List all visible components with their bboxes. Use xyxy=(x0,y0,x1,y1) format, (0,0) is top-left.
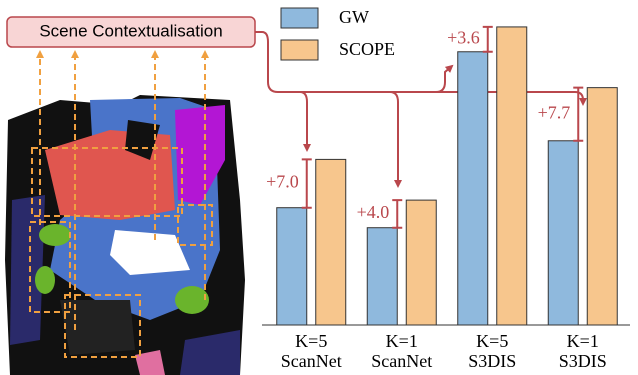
legend-label: GW xyxy=(339,7,369,27)
figure: Scene Contextualisation K=5ScanNet+7.0K=… xyxy=(0,0,638,375)
delta-label: +7.0 xyxy=(266,172,299,192)
x-tick-label: S3DIS xyxy=(559,351,607,371)
callout-text: Scene Contextualisation xyxy=(39,21,222,40)
bar xyxy=(587,88,617,325)
bar xyxy=(406,200,436,325)
legend-swatch xyxy=(281,8,318,28)
legend-label: SCOPE xyxy=(339,39,395,59)
delta-bracket xyxy=(392,200,402,228)
bar-chart: K=5ScanNet+7.0K=1ScanNet+4.0K=5S3DIS+3.6… xyxy=(262,7,630,371)
bar xyxy=(458,52,488,325)
x-tick-label: K=1 xyxy=(386,331,418,351)
bar xyxy=(316,159,346,325)
point-cloud xyxy=(5,52,245,375)
bar xyxy=(497,27,527,325)
x-tick-label: K=5 xyxy=(295,331,327,351)
delta-label: +3.6 xyxy=(447,27,480,47)
bar xyxy=(367,228,397,325)
bar xyxy=(277,208,307,325)
delta-bracket xyxy=(483,27,493,52)
x-tick-label: S3DIS xyxy=(468,351,516,371)
bar xyxy=(548,141,578,325)
x-tick-label: K=5 xyxy=(476,331,508,351)
delta-label: +4.0 xyxy=(357,202,390,222)
legend-swatch xyxy=(281,40,318,60)
delta-label: +7.7 xyxy=(538,102,571,122)
x-tick-label: K=1 xyxy=(567,331,599,351)
delta-bracket xyxy=(302,159,312,207)
x-tick-label: ScanNet xyxy=(371,351,432,371)
x-tick-label: ScanNet xyxy=(281,351,342,371)
